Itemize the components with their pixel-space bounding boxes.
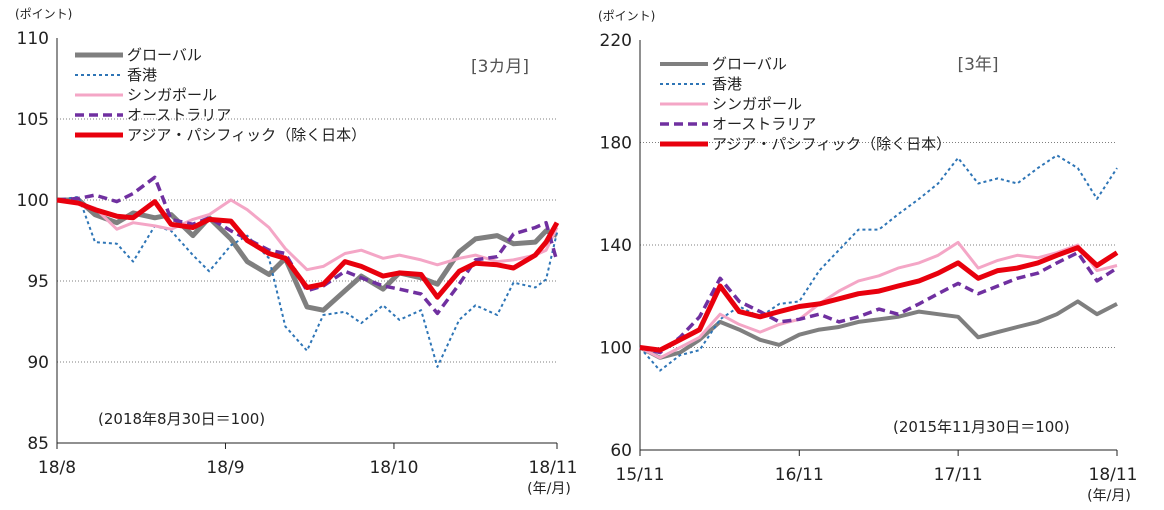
legend-label-2: 香港 (712, 75, 742, 93)
x-unit-label: (年/月) (527, 481, 571, 497)
series-line-2 (639, 154, 1118, 372)
legend-label-5: アジア・パシフィック（除く日本） (127, 126, 366, 144)
y-unit-label: (ポイント) (15, 7, 72, 21)
x-tick-label-18/11: 18/11 (529, 458, 578, 478)
y-tick-label-100: 100 (17, 191, 49, 211)
series-line-5 (639, 245, 1119, 353)
y-tick-label-90: 90 (27, 353, 49, 373)
series-line-3 (639, 240, 1118, 360)
period-label: [3カ月] (471, 57, 529, 77)
y-tick-label-220: 220 (600, 31, 632, 51)
x-tick-label-18/9: 18/9 (206, 458, 244, 478)
legend-label-1: グローバル (127, 46, 202, 64)
series-line-5 (56, 197, 560, 300)
legend-label-4: オーストラリア (712, 115, 816, 133)
period-label: [3年] (957, 55, 998, 75)
x-tick-label-18/8: 18/8 (38, 458, 76, 478)
base-note: (2015年11月30日＝100) (893, 418, 1070, 436)
y-tick-label-140: 140 (600, 236, 632, 256)
series-line-1 (57, 197, 559, 313)
y-tick-label-85: 85 (27, 434, 49, 454)
legend-label-3: シンガポール (127, 86, 217, 104)
y-tick-label-60: 60 (610, 441, 632, 461)
y-tick-label-100: 100 (600, 339, 632, 359)
y-unit-label: (ポイント) (598, 9, 655, 23)
y-tick-label-95: 95 (27, 272, 49, 292)
legend-label-3: シンガポール (712, 95, 802, 113)
x-tick-label-18/11: 18/11 (1089, 465, 1138, 485)
series-line-4 (56, 175, 559, 316)
series-line-4 (639, 250, 1118, 355)
chart-1: 85 90 95 100 105 110 18/8 18/9 18/10 18/11 (ポイント) (… (15, 7, 578, 497)
x-tick-label-16/11: 16/11 (775, 465, 824, 485)
x-tick-label-17/11: 17/11 (934, 465, 983, 485)
series-line-1 (639, 299, 1118, 360)
legend-label-5: アジア・パシフィック（除く日本） (712, 135, 951, 153)
series-line-2 (56, 195, 558, 368)
y-tick-label-105: 105 (17, 110, 49, 130)
legend-label-2: 香港 (127, 66, 157, 84)
chart-2: 60 100 140 180 220 15/11 16/11 17/11 18/11 (ポイント)… (598, 9, 1138, 504)
series-line-3 (56, 198, 559, 272)
y-tick-label-180: 180 (600, 134, 632, 154)
base-note: (2018年8月30日＝100) (98, 410, 265, 428)
x-unit-label: (年/月) (1087, 488, 1131, 504)
x-tick-label-15/11: 15/11 (616, 465, 665, 485)
legend-label-1: グローバル (712, 55, 787, 73)
legend-label-4: オーストラリア (127, 106, 231, 124)
x-tick-label-18/10: 18/10 (369, 458, 418, 478)
y-tick-label-110: 110 (17, 29, 49, 49)
